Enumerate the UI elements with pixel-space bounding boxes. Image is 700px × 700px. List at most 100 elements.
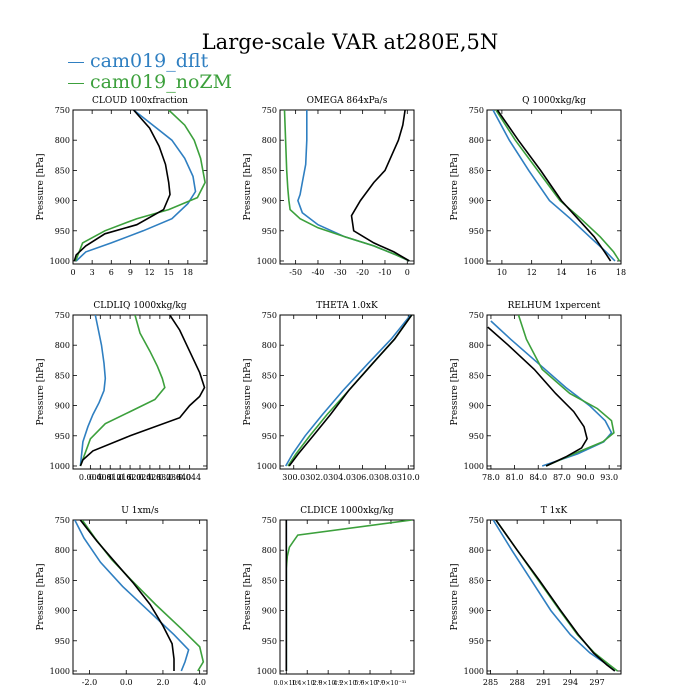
legend-entry-nozm: cam019_noZM	[68, 71, 232, 93]
x-tick-label: 4.2×10⁻³¹	[334, 680, 365, 687]
x-tick-label: 291	[536, 678, 551, 687]
series-line-cam019-dflt	[297, 110, 410, 262]
x-tick-label: 0.0×10⁰	[274, 680, 300, 687]
y-tick-label: 900	[262, 197, 277, 206]
y-tick-label: 950	[55, 227, 70, 236]
y-axis-label: Pressure [hPa]	[243, 563, 253, 630]
series-line-reference	[288, 315, 413, 467]
y-tick-label: 900	[262, 402, 277, 411]
y-tick-label: 1000	[50, 667, 70, 676]
x-tick-label: 9	[128, 268, 133, 277]
series-line-cam019-noZM	[495, 110, 621, 262]
x-tick-label: 0.024	[129, 473, 152, 482]
x-tick-label: 7.0×10⁻³¹	[375, 680, 406, 687]
y-tick-label: 950	[469, 227, 484, 236]
x-tick-label: 288	[510, 678, 525, 687]
x-tick-label: 10	[497, 268, 507, 277]
x-tick-label: 285	[483, 678, 498, 687]
x-tick-label: 84.0	[529, 473, 547, 482]
series-line-reference	[79, 315, 206, 467]
y-tick-label: 750	[262, 311, 277, 320]
y-tick-label: 800	[469, 546, 484, 555]
x-tick-label: 4.0	[193, 678, 206, 687]
panel-frame	[279, 109, 415, 265]
y-tick-label: 850	[262, 371, 277, 380]
series-line-cam019-dflt	[75, 110, 197, 262]
y-tick-label: 850	[55, 371, 70, 380]
figure-title: Large-scale VAR at280E,5N	[201, 30, 499, 54]
x-tick-label: 297	[589, 678, 604, 687]
series-line-reference	[496, 110, 612, 262]
y-tick-label: 800	[55, 136, 70, 145]
y-tick-label: 750	[469, 516, 484, 525]
chart-panel-7: U 1xm/s Pressure [hPa] 750 800 850 900 950 1000…	[36, 506, 208, 687]
legend-swatch-nozm	[68, 82, 84, 84]
panel-title: Q 1000xkg/kg	[522, 96, 586, 106]
series-line-cam019-noZM	[79, 315, 166, 467]
y-tick-label: 750	[262, 516, 277, 525]
y-tick-label: 800	[55, 341, 70, 350]
x-tick-label: 0.012	[99, 473, 122, 482]
y-tick-label: 800	[469, 136, 484, 145]
chart-panel-5: THETA 1.0xK Pressure [hPa] 750 800 850 900 950…	[243, 301, 420, 482]
series-line-cam019-noZM	[285, 520, 413, 671]
series-line-cam019-noZM	[495, 520, 618, 672]
y-tick-label: 950	[55, 432, 70, 441]
y-axis-label: Pressure [hPa]	[36, 153, 46, 220]
x-tick-label: 294	[563, 678, 578, 687]
y-tick-label: 850	[55, 576, 70, 585]
x-tick-label: 0.008	[89, 473, 112, 482]
panel-title: CLDLIQ 1000xkg/kg	[93, 301, 187, 311]
x-tick-label: 81.0	[506, 473, 524, 482]
x-tick-label: 300.0	[282, 473, 305, 482]
y-tick-label: 1000	[464, 462, 484, 471]
panel-frame	[279, 314, 415, 470]
series-line-cam019-noZM	[283, 110, 410, 262]
y-tick-label: 950	[469, 432, 484, 441]
series-line-reference	[350, 110, 410, 262]
y-axis-label: Pressure [hPa]	[243, 153, 253, 220]
series-line-cam019-noZM	[517, 315, 615, 467]
x-tick-label: 302.0	[305, 473, 328, 482]
legend-swatch-dflt	[68, 61, 84, 63]
y-axis-label: Pressure [hPa]	[36, 358, 46, 425]
y-tick-label: 750	[55, 106, 70, 115]
y-tick-label: 850	[262, 576, 277, 585]
y-tick-label: 900	[469, 402, 484, 411]
x-tick-label: 304.0	[328, 473, 351, 482]
y-tick-label: 1000	[464, 667, 484, 676]
y-tick-label: 850	[469, 371, 484, 380]
panel-title: THETA 1.0xK	[316, 301, 378, 311]
y-tick-label: 950	[262, 637, 277, 646]
y-tick-label: 900	[262, 607, 277, 616]
y-axis-label: Pressure [hPa]	[243, 358, 253, 425]
series-line-cam019-dflt	[79, 315, 107, 467]
chart-panel-3: Q 1000xkg/kg Pressure [hPa] 750 800 850 900 95…	[450, 96, 626, 277]
y-tick-label: 950	[469, 637, 484, 646]
x-tick-label: 1.4×10⁻³¹	[292, 680, 323, 687]
y-tick-label: 1000	[257, 462, 277, 471]
y-axis-label: Pressure [hPa]	[450, 563, 460, 630]
chart-panel-9: T 1xK Pressure [hPa] 750 800 850 900 950 1000 28…	[450, 506, 622, 687]
y-tick-label: 850	[469, 166, 484, 175]
y-tick-label: 750	[55, 516, 70, 525]
chart-panel-2: OMEGA 864xPa/s Pressure [hPa] 750 800 850 900…	[243, 96, 415, 277]
y-tick-label: 750	[55, 311, 70, 320]
x-tick-label: -40	[312, 268, 325, 277]
y-tick-label: 800	[55, 546, 70, 555]
legend-label-nozm: cam019_noZM	[90, 71, 233, 93]
panel-frame	[72, 519, 208, 675]
x-tick-label: 93.0	[600, 473, 618, 482]
y-axis-label: Pressure [hPa]	[450, 358, 460, 425]
x-tick-label: 18	[616, 268, 626, 277]
panel-title: U 1xm/s	[121, 506, 159, 516]
x-tick-label: 3	[90, 268, 95, 277]
x-tick-label: -30	[334, 268, 347, 277]
y-tick-label: 900	[55, 402, 70, 411]
legend-entry-dflt: cam019_dflt	[68, 50, 208, 72]
y-tick-label: 850	[55, 166, 70, 175]
x-tick-label: 0.020	[119, 473, 142, 482]
y-tick-label: 900	[55, 607, 70, 616]
x-tick-label: 0.004	[79, 473, 102, 482]
